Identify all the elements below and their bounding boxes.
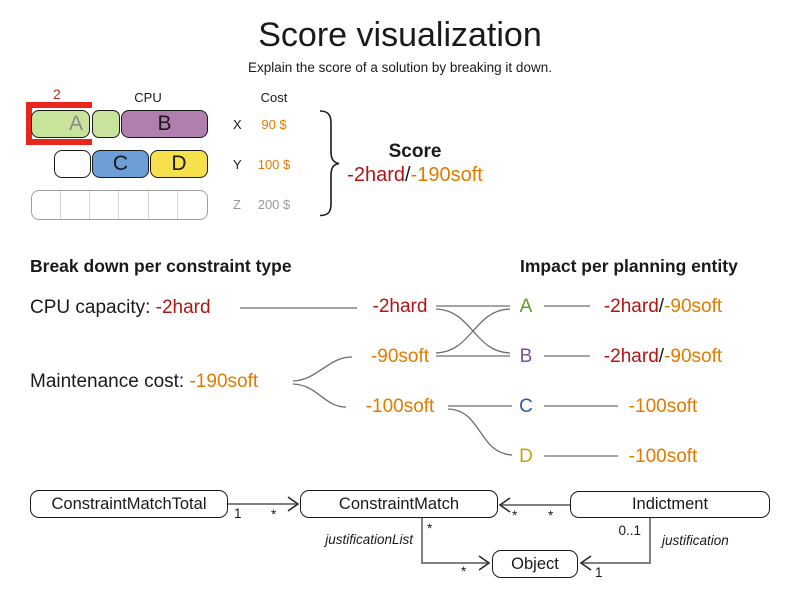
uml-arrowhead-into-object-left <box>478 555 491 571</box>
uml-multiplicity-cm-ind-near: * <box>512 508 518 523</box>
entity-impact-d: -100soft <box>588 446 738 468</box>
impact-soft-part: -90soft <box>664 346 723 367</box>
uml-line-cm-to-object <box>421 518 488 564</box>
impact-heading: Impact per planning entity <box>520 256 738 276</box>
figure-subtitle: Explain the score of a solution by break… <box>248 60 552 75</box>
process-box-d: D <box>150 150 208 178</box>
score-soft-part: -190soft <box>410 164 483 186</box>
impact-separator: / <box>658 346 665 367</box>
uml-arrowhead-into-cm-left <box>287 496 300 512</box>
overload-highlight <box>26 102 92 145</box>
entity-letter-c: C <box>519 396 533 417</box>
score-label: Score <box>388 141 442 162</box>
uml-multiplicity-indictment-zero-one: 0..1 <box>618 523 641 538</box>
uml-class-constraint-match-total: ConstraintMatchTotal <box>30 490 228 518</box>
entity-impact-b: -2hard/-90soft <box>588 346 738 368</box>
cpu-slot-divider <box>148 191 149 219</box>
uml-multiplicity-cm-many: * <box>271 507 277 522</box>
process-box-a: A <box>31 110 90 138</box>
breakdown-label: Maintenance cost: <box>30 371 190 392</box>
connector-maintenance-to-90soft <box>292 356 353 382</box>
machine-y-cost: 100 $ <box>257 157 291 172</box>
uml-arrowhead-into-cm-right <box>498 497 511 513</box>
uml-class-indictment: Indictment <box>570 491 770 518</box>
uml-multiplicity-object-left-many: * <box>461 564 467 579</box>
machine-y-label: Y <box>233 157 242 172</box>
process-box-c: C <box>92 150 149 178</box>
machine-x-label: X <box>233 117 242 132</box>
machine-y-empty-slot <box>54 150 91 178</box>
connector-maintenance-to-100soft <box>292 383 347 408</box>
entity-letter-d: D <box>519 446 533 467</box>
process-letter-c: C <box>112 152 129 175</box>
machine-z-track <box>31 190 208 220</box>
constraint-match-100soft: -100soft <box>365 396 435 417</box>
uml-multiplicity-cm-bottom: * <box>427 521 433 536</box>
entity-letter-a: A <box>519 296 533 317</box>
machine-z-label: Z <box>233 197 241 212</box>
breakdown-label: CPU capacity: <box>30 297 156 318</box>
figure-title: Score visualization <box>258 16 542 54</box>
process-letter-b: B <box>157 112 172 135</box>
cpu-slot-divider <box>177 191 178 219</box>
impact-separator: / <box>658 296 665 317</box>
cost-column-header: Cost <box>260 90 288 105</box>
process-letter-d: D <box>171 152 187 175</box>
constraint-match-2hard: -2hard <box>372 296 428 317</box>
breakdown-item-maintenance-cost: Maintenance cost: -190soft <box>30 371 258 393</box>
overload-count: 2 <box>53 86 61 102</box>
process-letter-a: A <box>68 112 83 135</box>
entity-impact-c: -100soft <box>588 396 738 418</box>
breakdown-score: -190soft <box>189 371 259 392</box>
score-separator: / <box>404 164 411 186</box>
connector-100soft-to-d <box>447 408 513 456</box>
impact-soft-part: -100soft <box>628 396 698 417</box>
entity-impact-a: -2hard/-90soft <box>588 296 738 318</box>
impact-soft-part: -100soft <box>628 446 698 467</box>
uml-multiplicity-object-right-one: 1 <box>595 565 603 580</box>
impact-soft-part: -90soft <box>664 296 723 317</box>
cpu-slot-divider <box>60 191 61 219</box>
uml-role-justification-list: justificationList <box>325 532 413 547</box>
entity-letter-b: B <box>519 346 533 367</box>
uml-arrowhead-into-object-right <box>579 555 592 571</box>
cpu-slot-divider <box>89 191 90 219</box>
impact-hard-part: -2hard <box>603 296 659 317</box>
uml-multiplicity-cm-ind-far: * <box>548 508 554 523</box>
uml-class-constraint-match: ConstraintMatch <box>300 490 498 518</box>
breakdown-item-cpu-capacity: CPU capacity: -2hard <box>30 297 211 319</box>
cpu-column-header: CPU <box>134 90 162 105</box>
score-brace <box>319 110 340 217</box>
process-filler-box <box>92 110 120 138</box>
process-box-b: B <box>121 110 208 138</box>
score-value: -2hard/-190soft <box>340 164 490 187</box>
breakdown-score: -2hard <box>155 297 211 318</box>
machine-z-cost: 200 $ <box>257 197 291 212</box>
uml-class-object: Object <box>492 550 578 578</box>
impact-hard-part: -2hard <box>603 346 659 367</box>
uml-multiplicity-cmt-one: 1 <box>234 506 242 521</box>
connector-90soft-to-a <box>435 308 511 354</box>
breakdown-heading: Break down per constraint type <box>30 256 292 276</box>
score-hard-part: -2hard <box>347 164 405 186</box>
constraint-match-90soft: -90soft <box>370 346 430 367</box>
uml-role-justification: justification <box>662 533 729 548</box>
uml-line-indictment-to-object <box>582 518 651 564</box>
machine-x-cost: 90 $ <box>261 117 287 132</box>
cpu-slot-divider <box>118 191 119 219</box>
